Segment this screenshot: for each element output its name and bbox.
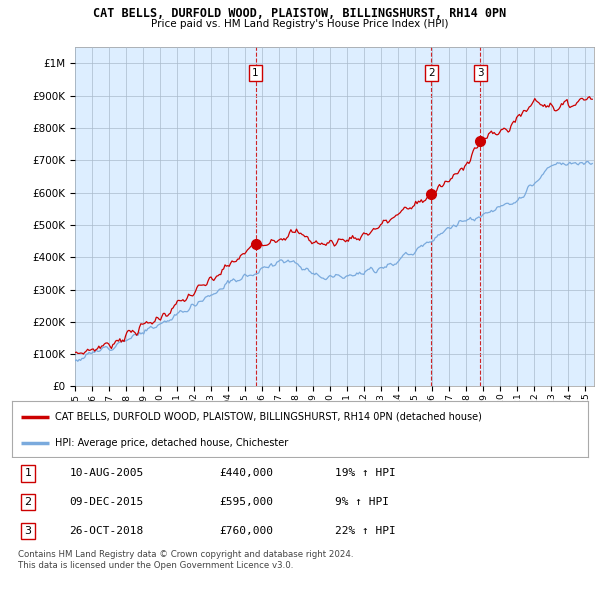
Text: 2: 2 — [25, 497, 32, 507]
Text: Price paid vs. HM Land Registry's House Price Index (HPI): Price paid vs. HM Land Registry's House … — [151, 19, 449, 29]
Text: 1: 1 — [252, 68, 259, 78]
Text: £760,000: £760,000 — [220, 526, 274, 536]
Text: This data is licensed under the Open Government Licence v3.0.: This data is licensed under the Open Gov… — [18, 560, 293, 569]
Text: CAT BELLS, DURFOLD WOOD, PLAISTOW, BILLINGSHURST, RH14 0PN: CAT BELLS, DURFOLD WOOD, PLAISTOW, BILLI… — [94, 7, 506, 20]
Text: HPI: Average price, detached house, Chichester: HPI: Average price, detached house, Chic… — [55, 438, 289, 448]
Text: 09-DEC-2015: 09-DEC-2015 — [70, 497, 144, 507]
Text: 2: 2 — [428, 68, 434, 78]
Text: Contains HM Land Registry data © Crown copyright and database right 2024.: Contains HM Land Registry data © Crown c… — [18, 550, 353, 559]
Text: 26-OCT-2018: 26-OCT-2018 — [70, 526, 144, 536]
Text: CAT BELLS, DURFOLD WOOD, PLAISTOW, BILLINGSHURST, RH14 0PN (detached house): CAT BELLS, DURFOLD WOOD, PLAISTOW, BILLI… — [55, 412, 482, 422]
Text: 22% ↑ HPI: 22% ↑ HPI — [335, 526, 395, 536]
Text: 19% ↑ HPI: 19% ↑ HPI — [335, 468, 395, 478]
Text: 1: 1 — [25, 468, 32, 478]
Text: £595,000: £595,000 — [220, 497, 274, 507]
Text: 9% ↑ HPI: 9% ↑ HPI — [335, 497, 389, 507]
Text: 3: 3 — [477, 68, 484, 78]
Text: £440,000: £440,000 — [220, 468, 274, 478]
Text: 10-AUG-2005: 10-AUG-2005 — [70, 468, 144, 478]
Text: 3: 3 — [25, 526, 32, 536]
